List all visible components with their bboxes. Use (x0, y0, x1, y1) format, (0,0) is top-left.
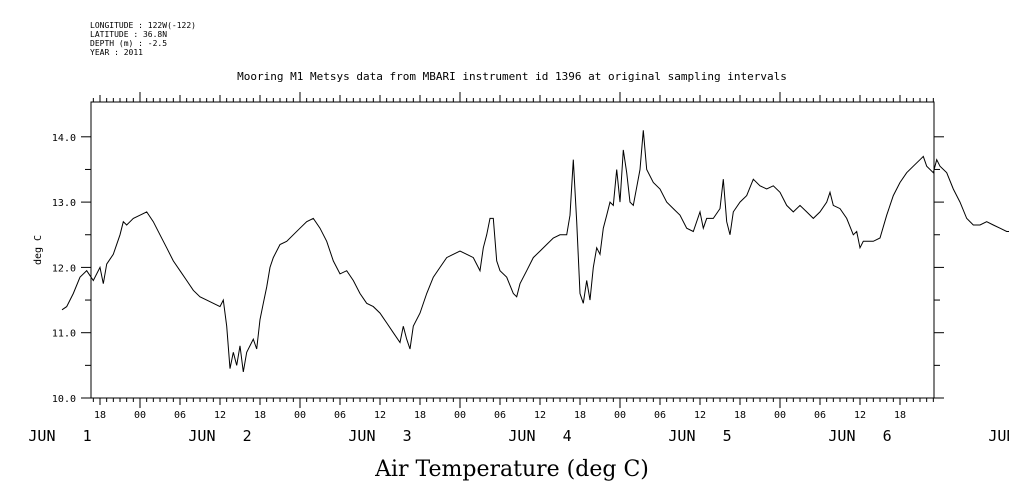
day-label: JUN 1 (28, 427, 91, 445)
hour-tick-label: 12 (534, 410, 546, 421)
day-label: JUN 6 (828, 427, 891, 445)
info-line-latitude: LATITUDE : 36.8N (90, 30, 167, 39)
hour-tick-label: 06 (654, 410, 666, 421)
hour-tick-label: 18 (94, 410, 106, 421)
hour-tick-label: 12 (694, 410, 706, 421)
chart-title: Air Temperature (deg C) (374, 457, 649, 482)
hour-tick-label: 06 (814, 410, 826, 421)
hour-tick-label: 18 (574, 410, 586, 421)
top-axis-ticks (92, 92, 934, 102)
info-line-depth: DEPTH (m) : -2.5 (90, 39, 167, 48)
y-tick-label: 12.0 (52, 263, 76, 274)
bottom-axis-ticks (92, 398, 934, 408)
y-tick-label: 14.0 (52, 133, 76, 144)
day-label: JUN 3 (348, 427, 411, 445)
hour-tick-label: 18 (734, 410, 746, 421)
hour-tick-label: 00 (134, 410, 146, 421)
chart-subtitle: Mooring M1 Metsys data from MBARI instru… (237, 70, 787, 83)
hour-tick-label: 06 (494, 410, 506, 421)
plot-frame (90, 101, 935, 399)
hour-tick-label: 12 (374, 410, 386, 421)
hour-tick-label: 00 (774, 410, 786, 421)
info-line-year: YEAR : 2011 (90, 48, 143, 57)
day-label: JUN 5 (668, 427, 731, 445)
y-tick-label: 13.0 (52, 198, 76, 209)
hour-tick-label: 18 (894, 410, 906, 421)
air-temperature-line (61, 130, 1009, 372)
day-label: JUN 7 (988, 427, 1009, 445)
hour-tick-label: 06 (334, 410, 346, 421)
hour-tick-label: 18 (414, 410, 426, 421)
info-line-longitude: LONGITUDE : 122W(-122) (90, 21, 196, 30)
hour-tick-label: 12 (854, 410, 866, 421)
y-tick-label: 10.0 (52, 394, 76, 405)
hour-tick-label: 00 (614, 410, 626, 421)
hour-tick-label: 00 (294, 410, 306, 421)
hour-tick-label: 18 (254, 410, 266, 421)
info-block: LONGITUDE : 122W(-122) LATITUDE : 36.8N … (90, 21, 196, 57)
day-label: JUN 2 (188, 427, 251, 445)
hour-tick-label: 06 (174, 410, 186, 421)
hour-tick-labels: 18 00 06 12 18 00 06 12 18 00 06 12 18 00 06 12 18 00 06 12… (94, 410, 906, 421)
y-axis: 10.0 11.0 12.0 13.0 14.0 (52, 133, 944, 405)
y-tick-label: 11.0 (52, 329, 76, 340)
day-label: JUN 4 (508, 427, 571, 445)
hour-tick-label: 12 (214, 410, 226, 421)
y-axis-label: deg C (33, 235, 44, 265)
hour-tick-label: 00 (454, 410, 466, 421)
